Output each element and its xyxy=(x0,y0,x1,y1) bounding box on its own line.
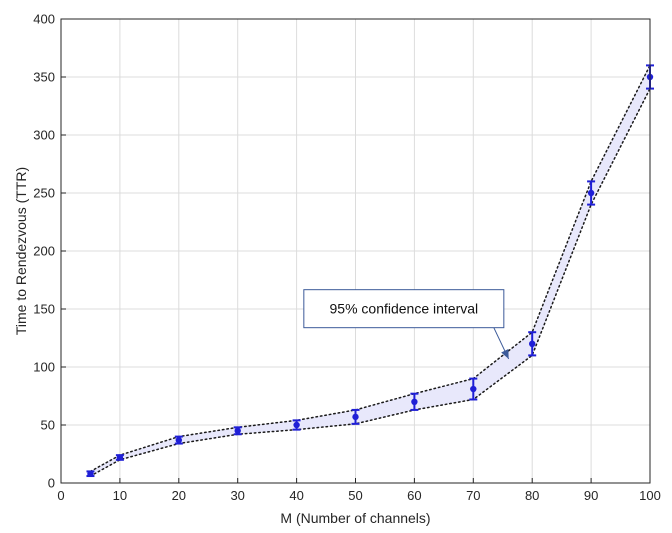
x-tick-label-100: 100 xyxy=(639,488,661,503)
x-tick-label-30: 30 xyxy=(230,488,244,503)
annotation-arrowhead xyxy=(501,349,509,359)
y-axis-label: Time to Rendezvous (TTR) xyxy=(13,167,29,335)
annotation-box xyxy=(303,289,505,329)
x-axis-ticks: 0 10 20 30 40 50 60 70 80 90 100 xyxy=(57,478,661,503)
x-axis-label: M (Number of channels) xyxy=(280,510,430,526)
x-tick-label-80: 80 xyxy=(525,488,539,503)
x-tick-label-70: 70 xyxy=(466,488,480,503)
annotation: 95% confidence interval xyxy=(303,289,510,360)
y-tick-label-200: 200 xyxy=(33,244,55,259)
y-tick-label-350: 350 xyxy=(33,70,55,85)
data-point-80 xyxy=(529,340,536,347)
data-point-30 xyxy=(234,427,241,434)
confidence-band-fill xyxy=(90,65,650,477)
x-tick-label-20: 20 xyxy=(172,488,186,503)
y-axis-ticks: 0 50 100 150 200 250 300 350 400 xyxy=(33,12,66,491)
x-tick-label-40: 40 xyxy=(289,488,303,503)
data-point-40 xyxy=(293,421,300,429)
data-point-20 xyxy=(175,436,182,444)
y-tick-label-400: 400 xyxy=(33,12,55,27)
y-tick-label-50: 50 xyxy=(41,418,55,433)
data-point-70 xyxy=(470,385,477,393)
x-tick-label-60: 60 xyxy=(407,488,421,503)
y-tick-label-0: 0 xyxy=(48,476,55,491)
y-tick-label-300: 300 xyxy=(33,128,55,143)
annotation-text: 95% confidence interval xyxy=(330,301,479,317)
data-point-50 xyxy=(352,413,359,421)
data-point-60 xyxy=(411,398,418,405)
x-tick-label-50: 50 xyxy=(348,488,362,503)
confidence-band xyxy=(90,65,650,477)
x-tick-label-90: 90 xyxy=(584,488,598,503)
y-tick-label-250: 250 xyxy=(33,186,55,201)
x-tick-label-10: 10 xyxy=(113,488,127,503)
data-point-10 xyxy=(116,454,124,461)
x-tick-label-0: 0 xyxy=(57,488,64,503)
data-point-5 xyxy=(87,470,94,477)
y-tick-label-100: 100 xyxy=(33,360,55,375)
data-point-90 xyxy=(587,189,595,197)
y-tick-label-150: 150 xyxy=(33,302,55,317)
